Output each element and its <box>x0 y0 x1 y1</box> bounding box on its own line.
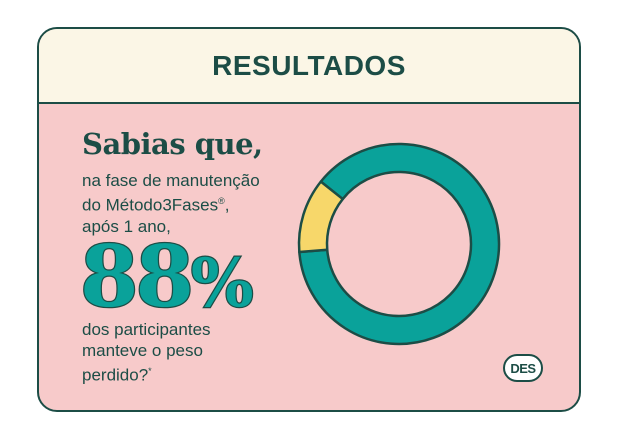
outro-line-3-text: perdido? <box>82 365 149 385</box>
outro-line-1: dos participantes <box>82 320 211 339</box>
intro-line-2-end: , <box>224 195 230 215</box>
donut-slice-main <box>298 142 501 346</box>
des-logo: DES <box>503 354 543 382</box>
header-title: RESULTADOS <box>212 49 406 81</box>
stat-unit: % <box>190 243 255 324</box>
outro-text: dos participantes manteve o peso perdido… <box>82 319 211 386</box>
outro-line-2: manteve o peso <box>82 341 203 360</box>
results-card: RESULTADOS Sabias que, na fase de manute… <box>37 27 581 412</box>
lead-text: Sabias que, <box>82 127 263 161</box>
intro-line-1: na fase de manutenção <box>82 171 260 190</box>
stat-number: 88 <box>79 227 195 326</box>
intro-text: na fase de manutenção do Método3Fases®, … <box>82 170 260 237</box>
intro-line-3: após 1 ano, <box>82 216 171 236</box>
outro-line-3: perdido?* <box>82 361 211 386</box>
footnote-mark: * <box>148 366 152 376</box>
intro-line-2: do Método3Fases®, <box>82 191 260 216</box>
registered-mark: ® <box>218 196 225 206</box>
donut-slice-remainder <box>297 180 344 254</box>
stat-percentage: 88% <box>79 233 255 325</box>
donut-chart <box>297 142 501 346</box>
program-name: do Método3Fases <box>82 195 219 215</box>
card-header: RESULTADOS <box>39 29 579 104</box>
